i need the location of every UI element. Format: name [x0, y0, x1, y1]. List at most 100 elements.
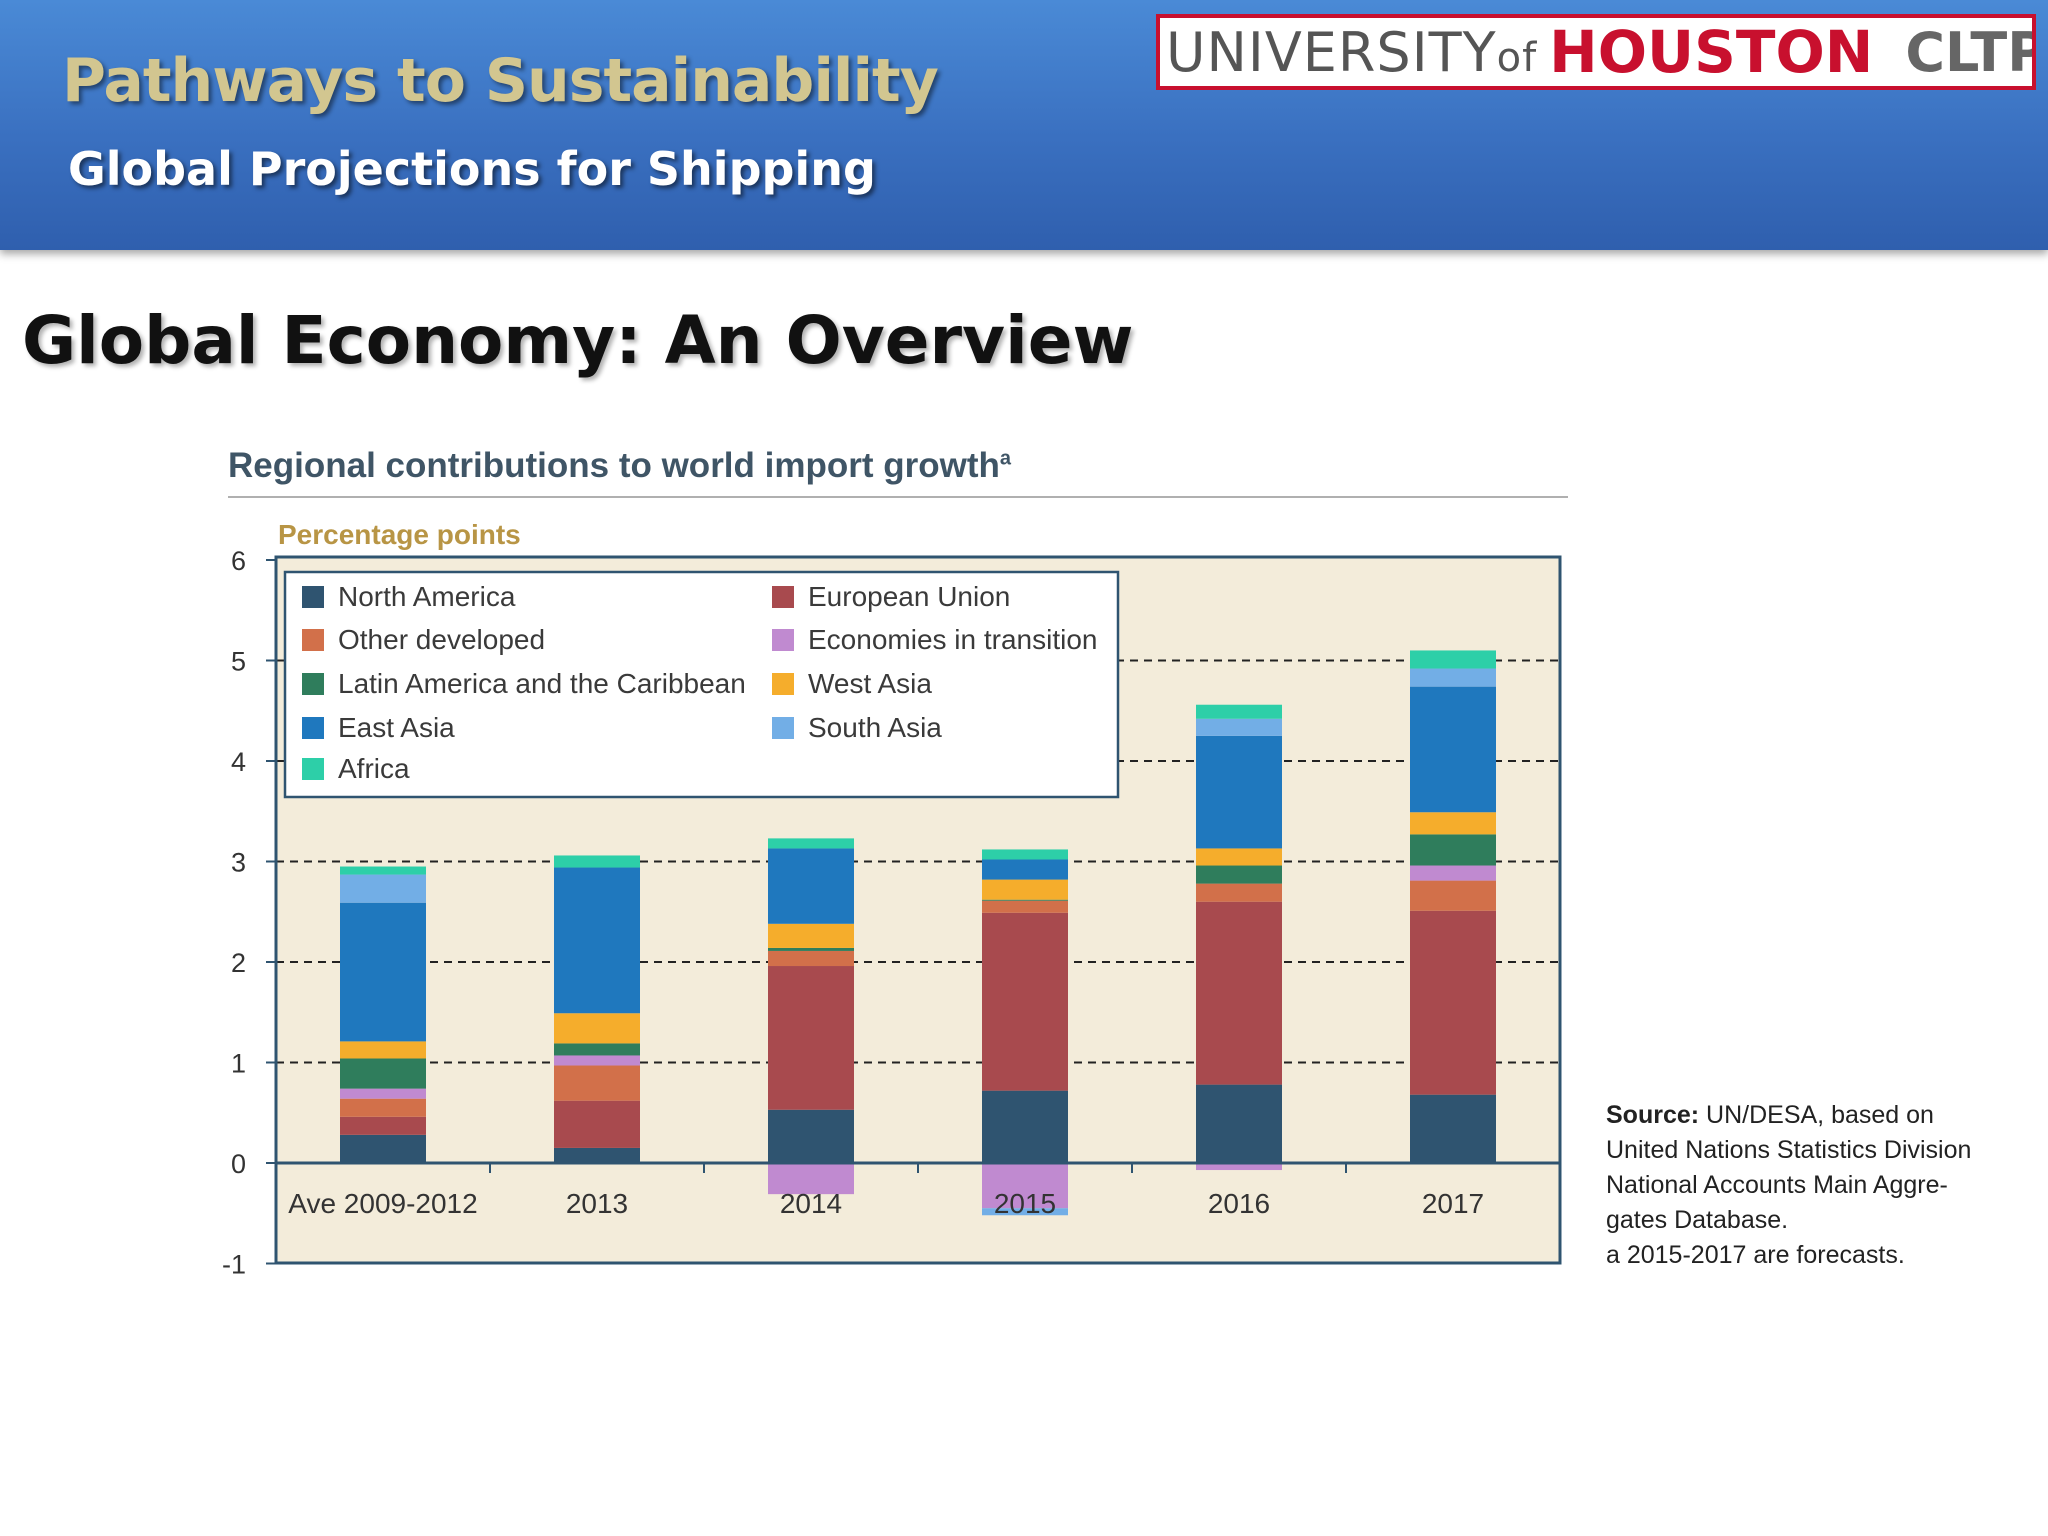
bar-european_union-0: [340, 1116, 426, 1135]
bar-economies_in_transition-2: [768, 1163, 854, 1195]
import-growth-chart: 6 5 4 3 2 1 0 -1 Ave 2009-2012 2013 2014 2015 2016 2…: [222, 520, 1562, 1280]
y-tick-label: 3: [231, 848, 246, 878]
bar-european_union-4: [1196, 901, 1282, 1085]
bar-africa-4: [1196, 704, 1282, 719]
bar-west_asia-5: [1410, 812, 1496, 835]
bar-latin_america-0: [340, 1058, 426, 1089]
bar-other_developed-5: [1410, 880, 1496, 911]
bar-east_asia-3: [982, 859, 1068, 880]
x-tick-label: 2016: [1208, 1188, 1270, 1219]
bar-east_asia-0: [340, 902, 426, 1042]
bar-north_america-3: [982, 1090, 1068, 1163]
bar-stacks: [340, 650, 1496, 1216]
chart-title: Regional contributions to world import g…: [228, 446, 1012, 485]
legend-swatch-north_america: [302, 586, 324, 608]
legend-swatch-latin_america: [302, 673, 324, 695]
legend-label-european_union: European Union: [808, 581, 1010, 612]
bar-west_asia-1: [554, 1013, 640, 1044]
bar-north_america-1: [554, 1147, 640, 1163]
bar-european_union-5: [1410, 910, 1496, 1095]
legend-label-africa: Africa: [338, 753, 410, 784]
bar-east_asia-1: [554, 867, 640, 1014]
y-tick-label: 1: [231, 1049, 246, 1079]
chart-title-rule: [228, 496, 1568, 498]
legend-swatch-east_asia: [302, 717, 324, 739]
legend-swatch-european_union: [772, 586, 794, 608]
bar-other_developed-2: [768, 950, 854, 967]
legend-label-south_asia: South Asia: [808, 712, 942, 743]
y-tick-label: 5: [231, 647, 246, 677]
x-tick-label: 2015: [994, 1188, 1056, 1219]
bar-latin_america-2: [768, 947, 854, 951]
bar-economies_in_transition-3: [982, 1163, 1068, 1209]
university-of-houston-cltp-logo: UNIVERSITYof HOUSTON CLTP: [1156, 14, 2036, 90]
bar-other_developed-1: [554, 1065, 640, 1101]
y-tick-label: 2: [231, 948, 246, 978]
legend-box: [283, 570, 1120, 799]
bar-south_asia-3: [982, 1208, 1068, 1216]
legend-label-economies_in_transition: Economies in transition: [808, 624, 1097, 655]
y-tick-label: -1: [222, 1250, 246, 1280]
legend: North America Other developed Latin Americ…: [283, 570, 1120, 799]
x-tick-label: Ave 2009-2012: [288, 1188, 477, 1219]
bar-west_asia-3: [982, 879, 1068, 900]
legend-label-north_america: North America: [338, 581, 516, 612]
bar-south_asia-4: [1196, 718, 1282, 736]
y-axis: 6 5 4 3 2 1 0 -1: [222, 546, 276, 1280]
bar-west_asia-4: [1196, 848, 1282, 866]
bar-africa-1: [554, 855, 640, 868]
bar-european_union-3: [982, 912, 1068, 1091]
y-axis-label: Percentage points: [278, 520, 521, 550]
x-tick-label: 2017: [1422, 1188, 1484, 1219]
bar-european_union-2: [768, 966, 854, 1110]
bar-north_america-5: [1410, 1094, 1496, 1163]
bar-other_developed-3: [982, 900, 1068, 913]
bar-west_asia-2: [768, 923, 854, 948]
bar-africa-5: [1410, 650, 1496, 669]
legend-swatch-africa: [302, 758, 324, 780]
legend-label-east_asia: East Asia: [338, 712, 455, 743]
legend-label-latin_america: Latin America and the Caribbean: [338, 668, 746, 699]
bar-west_asia-0: [340, 1041, 426, 1059]
x-tick-label: 2013: [566, 1188, 628, 1219]
bar-economies_in_transition-5: [1410, 865, 1496, 881]
bar-africa-0: [340, 866, 426, 875]
source-line-1: Source: UN/DESA, based on: [1606, 1101, 1934, 1129]
plot-frame: [274, 555, 1562, 1265]
source-line-3: National Accounts Main Aggre-: [1606, 1171, 1948, 1199]
bar-north_america-0: [340, 1134, 426, 1163]
legend-label-west_asia: West Asia: [808, 668, 932, 699]
bar-other_developed-0: [340, 1098, 426, 1117]
bar-latin_america-3: [982, 899, 1068, 901]
bar-economies_in_transition-0: [340, 1088, 426, 1099]
logo-houston-text: HOUSTON: [1549, 18, 1874, 86]
source-line-2: United Nations Statistics Division: [1606, 1136, 1972, 1164]
logo-cltp-text: CLTP: [1905, 20, 2036, 84]
source-note: Source: UN/DESA, based on United Nations…: [1606, 1098, 1971, 1273]
bar-east_asia-2: [768, 848, 854, 924]
presentation-title: Pathways to Sustainability: [62, 46, 939, 116]
bar-latin_america-4: [1196, 865, 1282, 884]
bar-other_developed-4: [1196, 883, 1282, 902]
legend-swatch-other_developed: [302, 629, 324, 651]
bar-north_america-4: [1196, 1084, 1282, 1163]
bar-south_asia-0: [340, 874, 426, 903]
y-tick-label: 6: [231, 546, 246, 576]
x-axis: Ave 2009-2012 2013 2014 2015 2016 2017: [288, 1163, 1484, 1219]
logo-university-text: UNIVERSITYof: [1166, 20, 1538, 84]
legend-swatch-economies_in_transition: [772, 629, 794, 651]
bar-latin_america-1: [554, 1043, 640, 1056]
bar-latin_america-5: [1410, 834, 1496, 866]
bar-africa-2: [768, 838, 854, 849]
legend-label-other_developed: Other developed: [338, 624, 545, 655]
source-line-4: gates Database.: [1606, 1206, 1789, 1234]
header-banner: Pathways to Sustainability Global Projec…: [0, 0, 2048, 250]
bar-european_union-1: [554, 1100, 640, 1148]
legend-swatch-south_asia: [772, 717, 794, 739]
presentation-subtitle: Global Projections for Shipping: [68, 142, 876, 196]
bar-east_asia-5: [1410, 686, 1496, 813]
y-tick-label: 4: [231, 747, 246, 777]
x-tick-label: 2014: [780, 1188, 842, 1219]
bar-africa-3: [982, 849, 1068, 860]
bar-east_asia-4: [1196, 735, 1282, 849]
